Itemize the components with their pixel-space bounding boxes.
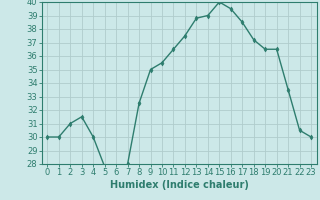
X-axis label: Humidex (Indice chaleur): Humidex (Indice chaleur)	[110, 180, 249, 190]
